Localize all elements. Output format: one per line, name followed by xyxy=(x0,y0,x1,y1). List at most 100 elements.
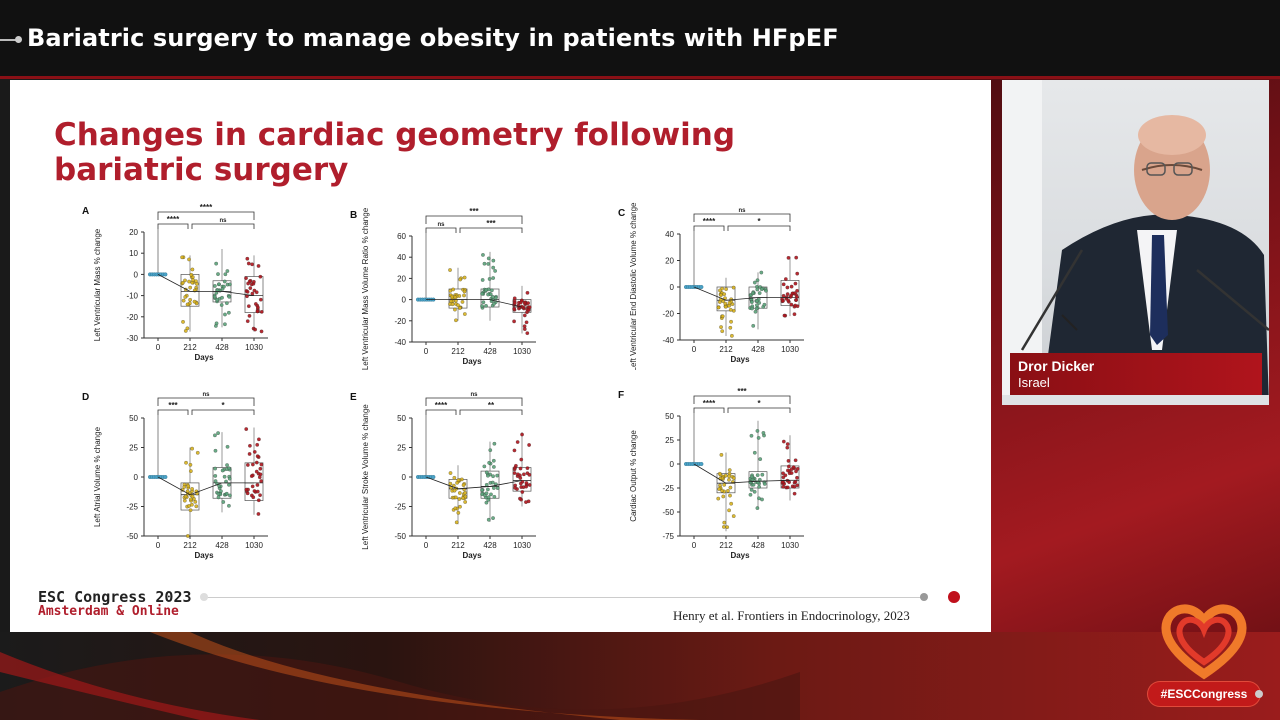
data-point xyxy=(195,282,199,286)
significance-bracket xyxy=(693,395,791,404)
x-tick-label: 0 xyxy=(424,347,429,356)
data-point xyxy=(482,464,487,469)
data-point xyxy=(191,278,195,283)
data-point xyxy=(730,333,734,338)
data-point xyxy=(481,253,485,257)
y-axis-label: Left Ventricular Mass Volume Ratio % cha… xyxy=(361,207,370,370)
panel-letter: A xyxy=(82,206,89,217)
data-point xyxy=(482,261,487,266)
data-point xyxy=(525,466,530,471)
data-point xyxy=(462,293,466,298)
data-point xyxy=(750,306,754,311)
x-tick-label: 428 xyxy=(215,343,229,352)
y-tick-label: 25 xyxy=(129,444,138,453)
significance-label: ns xyxy=(738,208,746,214)
data-point xyxy=(462,312,467,316)
data-point xyxy=(247,452,252,456)
data-point xyxy=(759,287,764,292)
data-point xyxy=(760,497,764,502)
data-point xyxy=(216,431,220,435)
data-point xyxy=(793,303,798,308)
y-tick-label: 0 xyxy=(670,460,675,469)
data-point xyxy=(791,465,796,469)
significance-label: *** xyxy=(469,207,479,216)
data-point xyxy=(786,464,791,469)
significance-label: *** xyxy=(737,387,747,396)
data-point xyxy=(188,462,193,467)
data-point xyxy=(214,321,219,326)
significance-label: * xyxy=(757,399,761,408)
data-point xyxy=(254,469,259,474)
data-point xyxy=(785,485,790,490)
data-point xyxy=(764,288,768,293)
data-point xyxy=(213,466,218,471)
significance-bracket xyxy=(459,227,523,233)
data-point xyxy=(185,302,190,307)
y-tick-label: -50 xyxy=(662,508,674,517)
data-point xyxy=(163,474,168,479)
data-point xyxy=(217,484,222,488)
data-point xyxy=(480,304,484,308)
data-point xyxy=(487,460,492,465)
citation: Henry et al. Frontiers in Endocrinology,… xyxy=(673,608,910,623)
data-point xyxy=(749,300,754,305)
data-point xyxy=(520,432,524,437)
y-tick-label: -10 xyxy=(126,292,138,301)
data-point xyxy=(163,272,168,277)
data-point xyxy=(491,276,496,280)
significance-label: * xyxy=(757,217,761,226)
data-point xyxy=(219,303,224,307)
chart-panel-e: E Left Ventricular Stroke Volume % change… xyxy=(340,386,560,571)
data-point xyxy=(789,284,794,289)
data-point xyxy=(527,305,532,310)
y-axis-label: Left Ventricular Mass % change xyxy=(93,228,102,341)
data-point xyxy=(757,291,762,295)
data-point xyxy=(228,493,232,498)
data-point xyxy=(513,486,517,490)
x-tick-label: 212 xyxy=(719,345,733,354)
congress-location: Amsterdam & Online xyxy=(38,604,179,619)
data-point xyxy=(792,491,797,496)
data-point xyxy=(227,294,232,299)
data-point xyxy=(213,448,218,453)
data-point xyxy=(450,294,455,299)
data-point xyxy=(491,265,496,270)
significance-label: **** xyxy=(200,203,213,212)
x-tick-label: 212 xyxy=(183,343,197,352)
data-point xyxy=(246,304,251,309)
data-point xyxy=(516,472,520,477)
median-trend-line xyxy=(426,299,523,308)
significance-bracket xyxy=(425,215,523,224)
data-point xyxy=(755,473,760,478)
data-point xyxy=(244,427,249,431)
significance-bracket xyxy=(693,225,725,231)
data-point xyxy=(222,474,227,479)
data-point xyxy=(781,471,785,476)
data-point xyxy=(252,450,257,454)
data-point xyxy=(255,442,260,447)
x-axis-label: Days xyxy=(194,353,214,362)
data-point xyxy=(519,457,524,462)
x-tick-label: 0 xyxy=(156,343,161,352)
data-point xyxy=(755,429,760,433)
data-point xyxy=(258,297,263,302)
data-point xyxy=(213,474,218,478)
y-tick-label: -40 xyxy=(394,338,406,347)
y-tick-label: 40 xyxy=(665,230,674,239)
significance-label: ns xyxy=(437,222,445,228)
data-point xyxy=(213,433,217,438)
data-point xyxy=(518,481,523,486)
speaker-video xyxy=(1002,80,1269,405)
significance-label: ** xyxy=(488,401,495,410)
y-tick-label: 60 xyxy=(397,232,406,241)
data-point xyxy=(522,327,527,331)
data-point xyxy=(729,319,733,324)
x-tick-label: 1030 xyxy=(781,345,799,354)
data-point xyxy=(526,301,530,305)
data-point xyxy=(187,504,191,508)
data-point xyxy=(720,488,725,493)
data-point xyxy=(188,469,193,473)
data-point xyxy=(488,448,493,453)
congress-name: ESC Congress 2023 xyxy=(38,588,192,606)
data-point xyxy=(785,442,790,446)
